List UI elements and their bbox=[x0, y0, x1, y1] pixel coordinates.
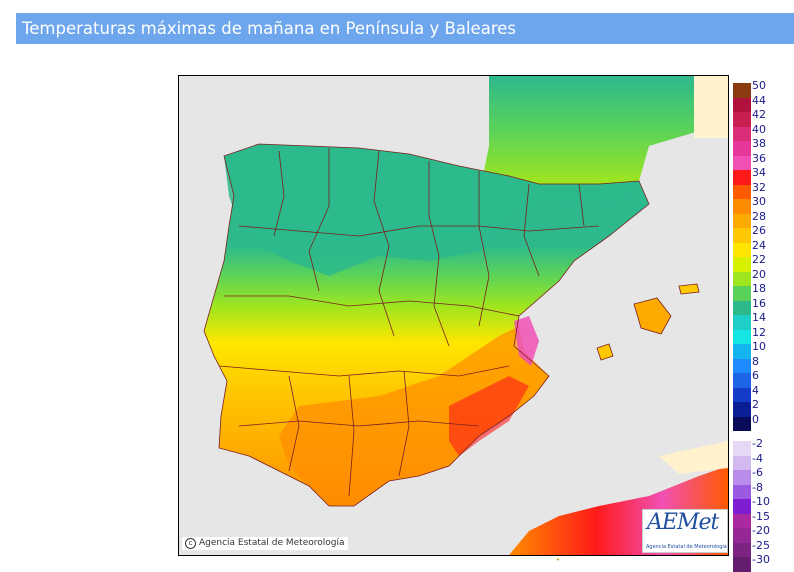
north-cool-band bbox=[224, 144, 639, 276]
copyright-icon: c bbox=[185, 538, 196, 549]
legend-swatch bbox=[733, 141, 751, 156]
south-hot-zone bbox=[279, 326, 549, 506]
legend-label: -8 bbox=[752, 480, 763, 494]
east-coast-hot-zone bbox=[514, 316, 539, 366]
page-title: Temperaturas máximas de mañana en Peníns… bbox=[22, 19, 516, 38]
legend-swatch bbox=[733, 416, 751, 431]
legend-label: 22 bbox=[752, 253, 766, 266]
legend-swatch bbox=[733, 441, 751, 456]
legend-label: 38 bbox=[752, 137, 766, 150]
legend-label: 44 bbox=[752, 93, 766, 107]
small-mark: • bbox=[556, 556, 561, 564]
legend-swatch bbox=[733, 358, 751, 373]
credit-label: c Agencia Estatal de Meteorología bbox=[182, 537, 348, 550]
legend-swatch bbox=[733, 126, 751, 141]
menorca bbox=[678, 283, 700, 295]
legend-swatch bbox=[733, 300, 751, 315]
legend-swatch bbox=[733, 528, 751, 543]
legend-label: 10 bbox=[752, 340, 766, 353]
legend-label: 12 bbox=[752, 325, 766, 339]
legend-label: -15 bbox=[752, 509, 770, 523]
legend-label: 26 bbox=[752, 224, 766, 237]
credit-text: Agencia Estatal de Meteorología bbox=[199, 538, 345, 548]
legend-swatch bbox=[733, 155, 751, 170]
legend-swatch bbox=[733, 484, 751, 499]
legend-swatch bbox=[733, 242, 751, 257]
legend-swatch bbox=[733, 542, 751, 557]
title-bar: Temperaturas máximas de mañana en Peníns… bbox=[16, 13, 794, 44]
legend-swatch bbox=[733, 387, 751, 402]
legend-swatch bbox=[733, 112, 751, 127]
legend-swatch bbox=[733, 170, 751, 185]
legend-label: -6 bbox=[752, 466, 763, 479]
legend-label: 18 bbox=[752, 282, 766, 295]
legend-swatch bbox=[733, 557, 751, 572]
legend-label: 28 bbox=[752, 209, 766, 223]
province-borders bbox=[203, 143, 650, 507]
legend-swatch bbox=[733, 402, 751, 417]
legend-label: 4 bbox=[752, 383, 759, 397]
legend-swatch bbox=[733, 513, 751, 528]
southeast-hot-zone bbox=[449, 376, 529, 456]
legend-label: 34 bbox=[752, 166, 766, 179]
legend-label: 32 bbox=[752, 180, 766, 194]
legend-label: 24 bbox=[752, 238, 766, 252]
legend-label: -30 bbox=[752, 553, 770, 566]
legend-swatch bbox=[733, 228, 751, 243]
legend-swatch bbox=[733, 329, 751, 344]
legend-swatch bbox=[733, 455, 751, 470]
legend-swatch bbox=[733, 286, 751, 301]
legend-label: -20 bbox=[752, 524, 770, 537]
legend-label: 30 bbox=[752, 195, 766, 208]
legend-swatch bbox=[733, 470, 751, 485]
legend-swatch bbox=[733, 373, 751, 388]
legend-swatch bbox=[733, 315, 751, 330]
legend-label: 42 bbox=[752, 108, 766, 121]
map-canvas bbox=[203, 76, 728, 555]
legend-label: 20 bbox=[752, 267, 766, 281]
france-region bbox=[484, 76, 728, 184]
legend-swatch bbox=[733, 83, 751, 98]
legend-label: -10 bbox=[752, 495, 770, 508]
legend-label: 16 bbox=[752, 296, 766, 310]
legend-label: 50 bbox=[752, 79, 766, 92]
legend-label: -25 bbox=[752, 538, 770, 552]
ibiza bbox=[596, 343, 614, 361]
logo-text: AEMet bbox=[647, 510, 719, 535]
legend-label: 14 bbox=[752, 311, 766, 324]
legend-swatch bbox=[733, 97, 751, 112]
aemet-logo: AEMet Agencia Estatal de Meteorología bbox=[642, 509, 728, 553]
legend-swatch bbox=[733, 344, 751, 359]
legend-swatch bbox=[733, 257, 751, 272]
temperature-legend: 50 44 42 40 38 36 34 32 30 28 26 24 22 20 18 16 14 12 10 8 6… bbox=[733, 79, 793, 572]
legend-label: 36 bbox=[752, 151, 766, 165]
legend-label: 8 bbox=[752, 354, 759, 368]
legend-swatch bbox=[733, 199, 751, 214]
legend-swatch bbox=[733, 213, 751, 228]
mallorca bbox=[633, 297, 672, 335]
legend-label: 2 bbox=[752, 398, 759, 411]
legend-swatch bbox=[733, 184, 751, 199]
legend-label: 40 bbox=[752, 122, 766, 136]
legend-swatch bbox=[733, 271, 751, 286]
legend-label: -4 bbox=[752, 451, 763, 465]
legend-label: 6 bbox=[752, 369, 759, 382]
legend-swatch bbox=[733, 499, 751, 514]
logo-subtext: Agencia Estatal de Meteorología bbox=[646, 544, 727, 550]
legend-label: 0 bbox=[752, 412, 759, 426]
temperature-map bbox=[178, 75, 729, 556]
legend-label: -2 bbox=[752, 437, 763, 450]
